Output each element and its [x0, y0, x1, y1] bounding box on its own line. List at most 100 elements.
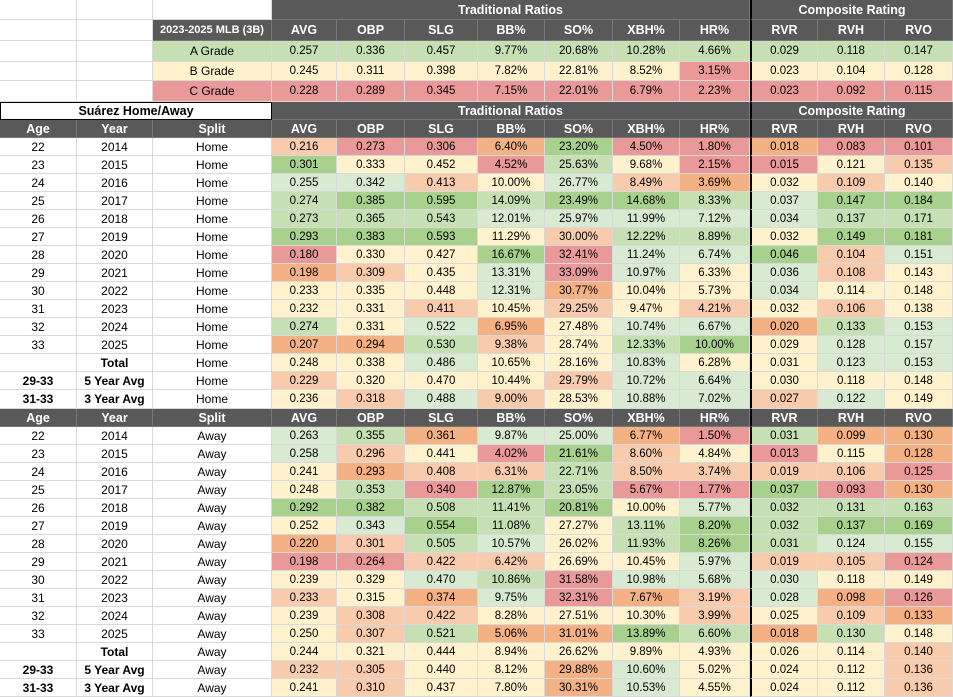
split-cell[interactable]: Away — [153, 553, 272, 571]
stat-cell-avg[interactable]: 0.255 — [272, 174, 337, 192]
stat-cell-rvo[interactable]: 0.157 — [885, 336, 953, 354]
age-cell[interactable]: 22 — [0, 427, 77, 445]
stat-cell-hr-pct[interactable]: 5.97% — [680, 553, 750, 571]
year-cell[interactable]: 2017 — [77, 192, 153, 210]
year-cell[interactable]: 2022 — [77, 282, 153, 300]
stat-cell-so-pct[interactable]: 30.00% — [545, 228, 613, 246]
age-cell[interactable]: 31 — [0, 589, 77, 607]
year-cell[interactable]: 3 Year Avg — [77, 390, 153, 409]
stat-cell-slg[interactable]: 0.508 — [405, 499, 478, 517]
age-cell[interactable]: 32 — [0, 318, 77, 336]
stat-cell-obp[interactable]: 0.318 — [337, 390, 405, 409]
stat-cell-obp[interactable]: 0.309 — [337, 264, 405, 282]
stat-cell-bb-pct[interactable]: 8.94% — [478, 643, 545, 661]
age-cell[interactable]: 24 — [0, 463, 77, 481]
stat-cell-bb-pct[interactable]: 9.38% — [478, 336, 545, 354]
grade-value[interactable]: 8.52% — [613, 62, 680, 81]
stat-cell-bb-pct[interactable]: 10.45% — [478, 300, 545, 318]
stat-cell-rvo[interactable]: 0.148 — [885, 282, 953, 300]
stat-cell-xbh-pct[interactable]: 10.83% — [613, 354, 680, 372]
grade-value[interactable]: 7.82% — [478, 62, 545, 81]
stat-cell-bb-pct[interactable]: 12.87% — [478, 481, 545, 499]
stat-cell-so-pct[interactable]: 29.79% — [545, 372, 613, 390]
stat-cell-rvr[interactable]: 0.032 — [750, 499, 818, 517]
age-cell[interactable]: 28 — [0, 535, 77, 553]
stat-cell-rvo[interactable]: 0.163 — [885, 499, 953, 517]
stat-cell-rvo[interactable]: 0.148 — [885, 625, 953, 643]
stat-cell-rvo[interactable]: 0.136 — [885, 679, 953, 697]
age-cell[interactable]: 23 — [0, 156, 77, 174]
grade-value[interactable]: 0.147 — [885, 41, 953, 62]
stat-cell-hr-pct[interactable]: 4.21% — [680, 300, 750, 318]
grade-value[interactable]: 20.68% — [545, 41, 613, 62]
stat-cell-bb-pct[interactable]: 4.02% — [478, 445, 545, 463]
stat-cell-so-pct[interactable]: 29.25% — [545, 300, 613, 318]
stat-cell-rvh[interactable]: 0.108 — [818, 264, 885, 282]
stat-cell-rvo[interactable]: 0.153 — [885, 354, 953, 372]
stat-cell-avg[interactable]: 0.241 — [272, 679, 337, 697]
stat-cell-so-pct[interactable]: 30.31% — [545, 679, 613, 697]
grade-value[interactable]: 0.023 — [750, 62, 818, 81]
stat-cell-rvh[interactable]: 0.149 — [818, 228, 885, 246]
stat-cell-slg[interactable]: 0.530 — [405, 336, 478, 354]
stat-cell-bb-pct[interactable]: 12.01% — [478, 210, 545, 228]
blank-cell[interactable] — [0, 81, 77, 102]
grade-value[interactable]: 0.104 — [818, 62, 885, 81]
age-cell[interactable] — [0, 354, 77, 372]
stat-cell-xbh-pct[interactable]: 14.68% — [613, 192, 680, 210]
stat-cell-so-pct[interactable]: 25.00% — [545, 427, 613, 445]
stat-cell-hr-pct[interactable]: 8.20% — [680, 517, 750, 535]
stat-cell-slg[interactable]: 0.470 — [405, 372, 478, 390]
split-cell[interactable]: Away — [153, 661, 272, 679]
stat-cell-avg[interactable]: 0.220 — [272, 535, 337, 553]
stat-cell-avg[interactable]: 0.292 — [272, 499, 337, 517]
stat-cell-avg[interactable]: 0.236 — [272, 390, 337, 409]
split-cell[interactable]: Away — [153, 571, 272, 589]
age-cell[interactable]: 26 — [0, 499, 77, 517]
grade-label[interactable]: B Grade — [153, 62, 272, 81]
split-cell[interactable]: Home — [153, 246, 272, 264]
year-cell[interactable]: 2017 — [77, 481, 153, 499]
age-cell[interactable] — [0, 643, 77, 661]
stat-cell-xbh-pct[interactable]: 10.72% — [613, 372, 680, 390]
grade-value[interactable]: 0.118 — [818, 41, 885, 62]
stat-cell-so-pct[interactable]: 29.88% — [545, 661, 613, 679]
stat-cell-xbh-pct[interactable]: 6.77% — [613, 427, 680, 445]
year-cell[interactable]: 2016 — [77, 463, 153, 481]
stat-cell-avg[interactable]: 0.233 — [272, 589, 337, 607]
stat-cell-so-pct[interactable]: 32.31% — [545, 589, 613, 607]
stat-cell-rvr[interactable]: 0.018 — [750, 138, 818, 156]
stat-cell-slg[interactable]: 0.543 — [405, 210, 478, 228]
stat-cell-avg[interactable]: 0.232 — [272, 300, 337, 318]
age-cell[interactable]: 25 — [0, 481, 77, 499]
stat-cell-obp[interactable]: 0.293 — [337, 463, 405, 481]
stat-cell-hr-pct[interactable]: 4.55% — [680, 679, 750, 697]
year-cell[interactable]: 3 Year Avg — [77, 679, 153, 697]
stat-cell-xbh-pct[interactable]: 10.98% — [613, 571, 680, 589]
stat-cell-rvh[interactable]: 0.114 — [818, 282, 885, 300]
stat-cell-hr-pct[interactable]: 4.93% — [680, 643, 750, 661]
year-cell[interactable]: 2024 — [77, 318, 153, 336]
stat-cell-hr-pct[interactable]: 5.73% — [680, 282, 750, 300]
grade-value[interactable]: 0.128 — [885, 62, 953, 81]
stat-cell-slg[interactable]: 0.593 — [405, 228, 478, 246]
stat-cell-rvr[interactable]: 0.025 — [750, 607, 818, 625]
split-cell[interactable]: Away — [153, 445, 272, 463]
age-cell[interactable]: 29-33 — [0, 661, 77, 679]
stat-cell-hr-pct[interactable]: 7.02% — [680, 390, 750, 409]
split-cell[interactable]: Home — [153, 282, 272, 300]
stat-cell-avg[interactable]: 0.241 — [272, 463, 337, 481]
age-cell[interactable]: 29-33 — [0, 372, 77, 390]
stat-cell-hr-pct[interactable]: 8.33% — [680, 192, 750, 210]
stat-cell-xbh-pct[interactable]: 13.11% — [613, 517, 680, 535]
blank-cell[interactable] — [77, 81, 153, 102]
year-cell[interactable]: 2016 — [77, 174, 153, 192]
stat-cell-hr-pct[interactable]: 7.12% — [680, 210, 750, 228]
grade-value[interactable]: 0.228 — [272, 81, 337, 102]
stat-cell-rvh[interactable]: 0.124 — [818, 535, 885, 553]
year-cell[interactable]: 2015 — [77, 445, 153, 463]
year-cell[interactable]: 2018 — [77, 499, 153, 517]
stat-cell-slg[interactable]: 0.374 — [405, 589, 478, 607]
stat-cell-so-pct[interactable]: 28.53% — [545, 390, 613, 409]
stat-cell-so-pct[interactable]: 26.77% — [545, 174, 613, 192]
